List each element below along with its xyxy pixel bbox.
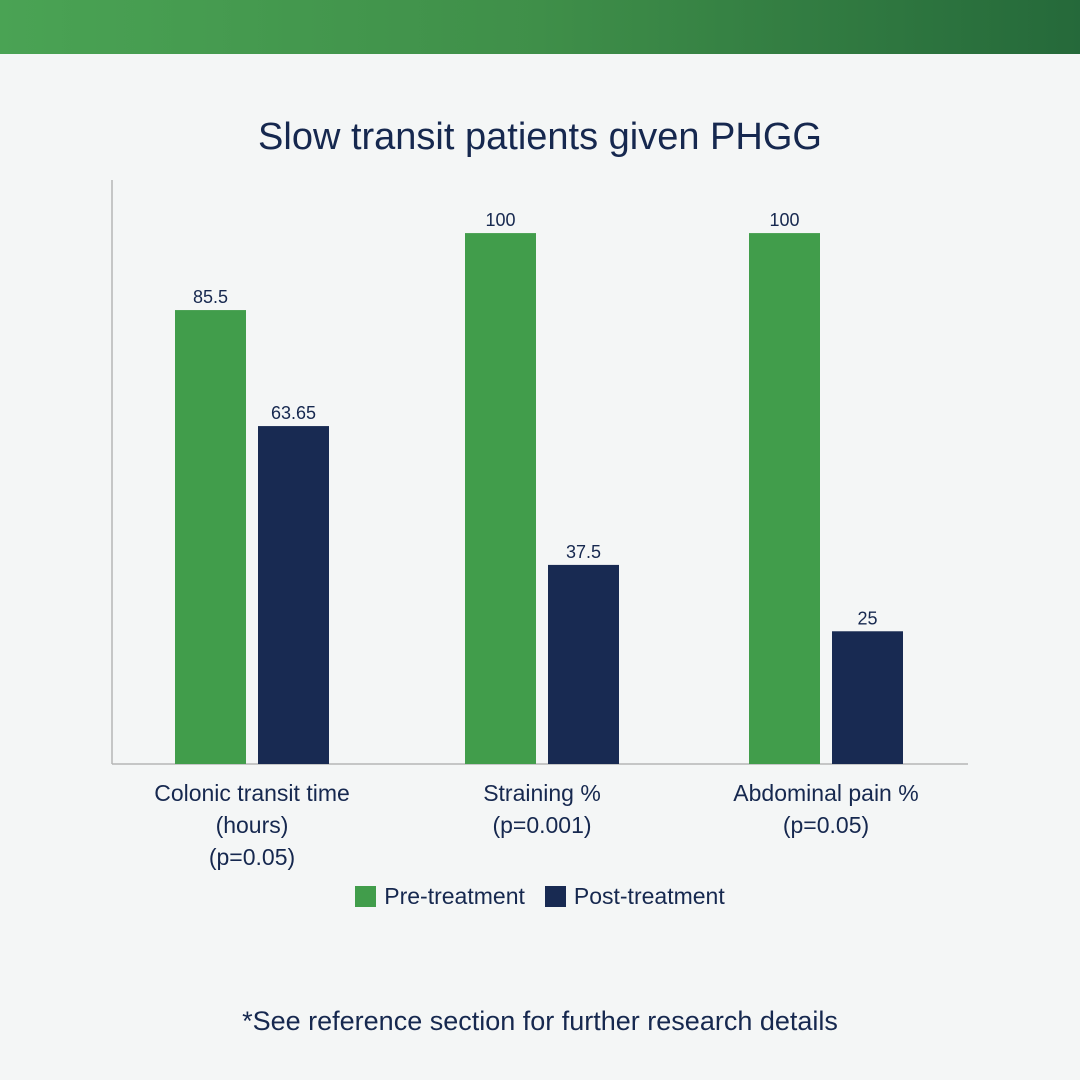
legend-label-pre: Pre-treatment <box>384 883 525 909</box>
category-label: Straining % <box>483 780 601 806</box>
category-label: Abdominal pain % <box>733 780 918 806</box>
bar-post-2 <box>832 631 903 764</box>
bar-pre-2 <box>749 233 820 764</box>
category-label: (hours) <box>216 812 289 838</box>
legend: Pre-treatment Post-treatment <box>0 883 1080 910</box>
data-label: 100 <box>769 210 799 230</box>
data-label: 85.5 <box>193 287 228 307</box>
category-label: (p=0.001) <box>492 812 591 838</box>
footnote: *See reference section for further resea… <box>242 1006 838 1036</box>
data-label: 63.65 <box>271 403 316 423</box>
bar-post-0 <box>258 426 329 764</box>
category-label: (p=0.05) <box>209 844 295 870</box>
legend-swatch-post <box>544 886 566 907</box>
data-label: 37.5 <box>566 542 601 562</box>
legend-label-post: Post-treatment <box>573 883 725 909</box>
data-label: 100 <box>485 210 515 230</box>
bar-chart: 85.5 63.65 Colonic transit time (hours) (p=0… <box>111 180 968 870</box>
bar-pre-1 <box>465 233 536 764</box>
chart-title: Slow transit patients given PHGG <box>258 116 822 158</box>
legend-item-pre: Pre-treatment <box>355 883 525 910</box>
bar-pre-0 <box>175 310 246 764</box>
data-label: 25 <box>857 608 877 628</box>
bar-post-1 <box>548 564 619 764</box>
legend-swatch-pre <box>355 886 377 907</box>
header-banner <box>0 0 1080 54</box>
category-label: (p=0.05) <box>783 812 869 838</box>
legend-item-post: Post-treatment <box>544 883 725 910</box>
category-label: Colonic transit time <box>154 780 350 806</box>
